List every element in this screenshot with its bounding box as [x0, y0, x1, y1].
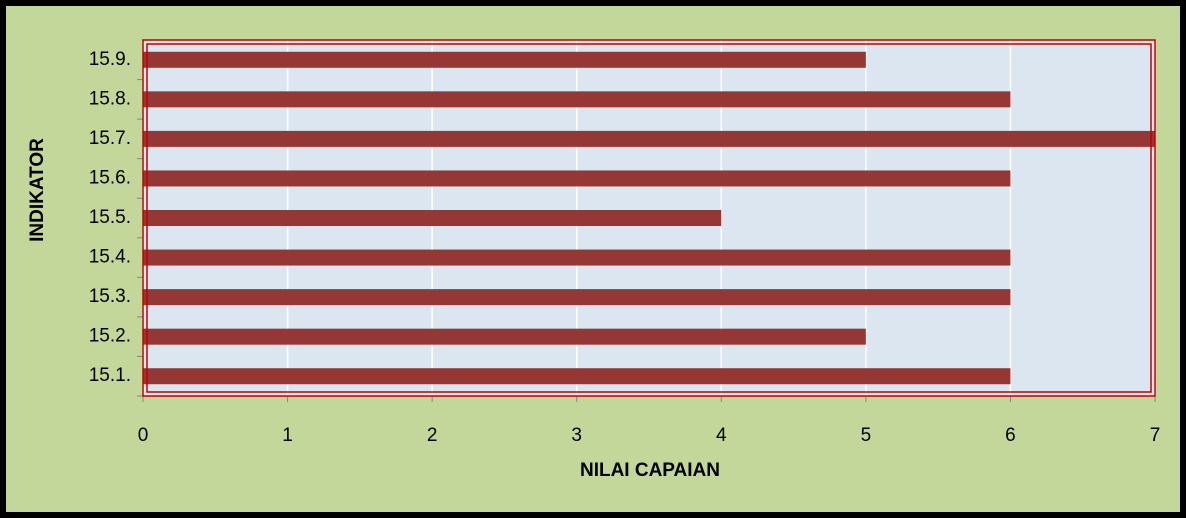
y-tick-label: 15.2. [89, 326, 131, 347]
x-axis-title: NILAI CAPAIAN [580, 460, 720, 481]
y-axis-title: INDIKATOR [27, 138, 48, 242]
bar [143, 328, 866, 345]
x-tick-label: 3 [571, 425, 582, 446]
x-tick-label: 4 [716, 425, 727, 446]
y-tick-label: 15.5. [89, 207, 131, 228]
bar [143, 170, 1011, 187]
y-tick-label: 15.1. [89, 365, 131, 386]
bar [143, 289, 1011, 306]
bar [143, 91, 1011, 108]
x-tick-label: 0 [138, 425, 149, 446]
y-tick-label: 15.9. [89, 49, 131, 70]
bar [143, 368, 1011, 385]
bar [143, 249, 1011, 266]
bar [143, 51, 866, 68]
x-tick-label: 7 [1150, 425, 1161, 446]
y-tick-label: 15.6. [89, 167, 131, 188]
y-tick-label: 15.4. [89, 247, 131, 268]
x-tick-label: 5 [861, 425, 872, 446]
x-tick-label: 6 [1005, 425, 1016, 446]
y-tick-label: 15.8. [89, 88, 131, 109]
bar [143, 210, 722, 226]
bar [143, 130, 1155, 147]
y-tick-label: 15.7. [89, 128, 131, 149]
x-tick-label: 2 [427, 425, 438, 446]
y-tick-label: 15.3. [89, 286, 131, 307]
plot-border-outer [142, 39, 1156, 397]
plot-border-inner [146, 43, 1152, 393]
x-tick-label: 1 [282, 425, 293, 446]
